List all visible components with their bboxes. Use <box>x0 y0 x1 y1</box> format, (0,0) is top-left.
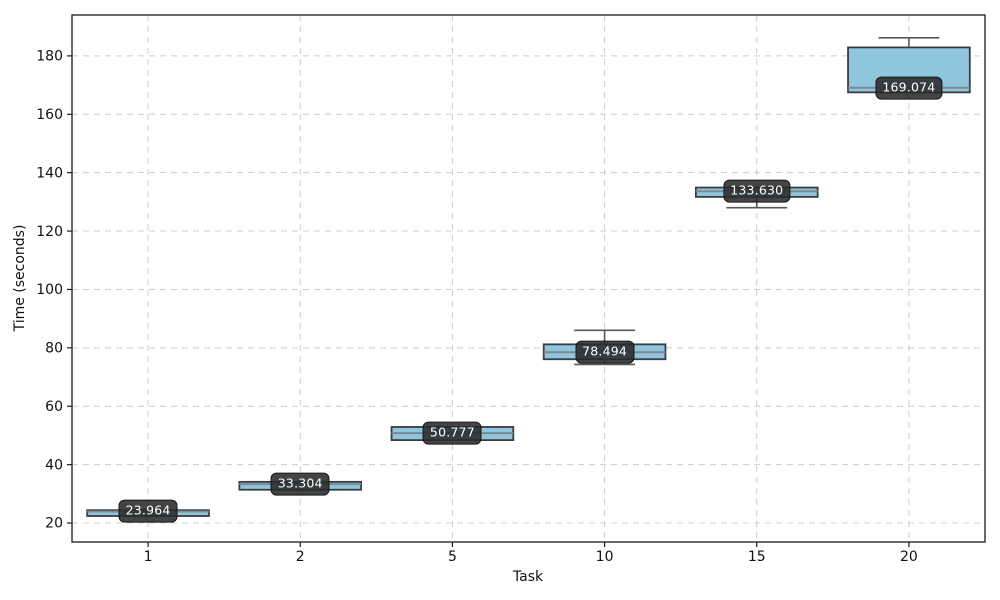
median-label-task-15: 133.630 <box>723 179 791 203</box>
y-tick-label: 120 <box>36 224 63 240</box>
median-label-task-2: 33.304 <box>270 472 330 496</box>
y-tick-label: 100 <box>36 282 63 298</box>
x-tick-label: 15 <box>748 549 766 565</box>
median-label-task-1: 23.964 <box>118 500 178 523</box>
y-tick-label: 180 <box>36 49 63 65</box>
x-tick-label: 2 <box>296 549 305 565</box>
x-axis-label: Task <box>512 569 544 585</box>
y-tick-label: 140 <box>36 165 63 181</box>
y-tick-label: 60 <box>45 399 63 415</box>
y-axis-label: Time (seconds) <box>12 224 28 332</box>
y-tick-label: 80 <box>45 341 63 357</box>
y-tick-label: 20 <box>45 516 63 532</box>
y-tick-label: 40 <box>45 457 63 473</box>
median-label-task-5: 50.777 <box>422 421 482 445</box>
x-tick-label: 10 <box>596 549 614 565</box>
median-label-task-20: 169.074 <box>875 76 943 100</box>
y-tick-label: 160 <box>36 107 63 123</box>
x-tick-label: 20 <box>900 549 918 565</box>
x-tick-label: 1 <box>144 549 153 565</box>
x-tick-label: 5 <box>448 549 457 565</box>
plot-border <box>71 14 986 543</box>
median-label-task-10: 78.494 <box>575 340 635 364</box>
